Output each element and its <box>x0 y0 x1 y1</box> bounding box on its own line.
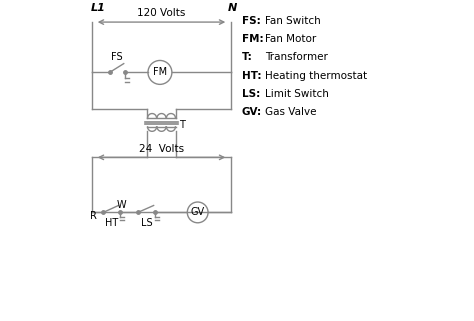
Text: N: N <box>228 3 237 13</box>
Text: T:: T: <box>242 52 253 62</box>
Text: GV: GV <box>191 207 205 217</box>
Text: GV:: GV: <box>242 107 262 117</box>
Text: L1: L1 <box>91 3 106 13</box>
Text: T: T <box>179 120 185 130</box>
Text: 24  Volts: 24 Volts <box>139 143 184 153</box>
Text: 120 Volts: 120 Volts <box>137 8 186 18</box>
Text: Gas Valve: Gas Valve <box>265 107 317 117</box>
Text: HT: HT <box>105 218 118 228</box>
Text: LS: LS <box>141 218 152 228</box>
Text: Heating thermostat: Heating thermostat <box>265 71 367 81</box>
Text: FS:: FS: <box>242 16 261 26</box>
Text: W: W <box>117 200 127 210</box>
Text: Fan Motor: Fan Motor <box>265 34 317 44</box>
Text: FM:: FM: <box>242 34 264 44</box>
Text: Transformer: Transformer <box>265 52 328 62</box>
Text: Limit Switch: Limit Switch <box>265 89 329 99</box>
Text: HT:: HT: <box>242 71 261 81</box>
Text: R: R <box>91 211 97 221</box>
Text: Fan Switch: Fan Switch <box>265 16 321 26</box>
Text: FM: FM <box>153 67 167 77</box>
Text: LS:: LS: <box>242 89 260 99</box>
Text: FS: FS <box>111 52 123 62</box>
